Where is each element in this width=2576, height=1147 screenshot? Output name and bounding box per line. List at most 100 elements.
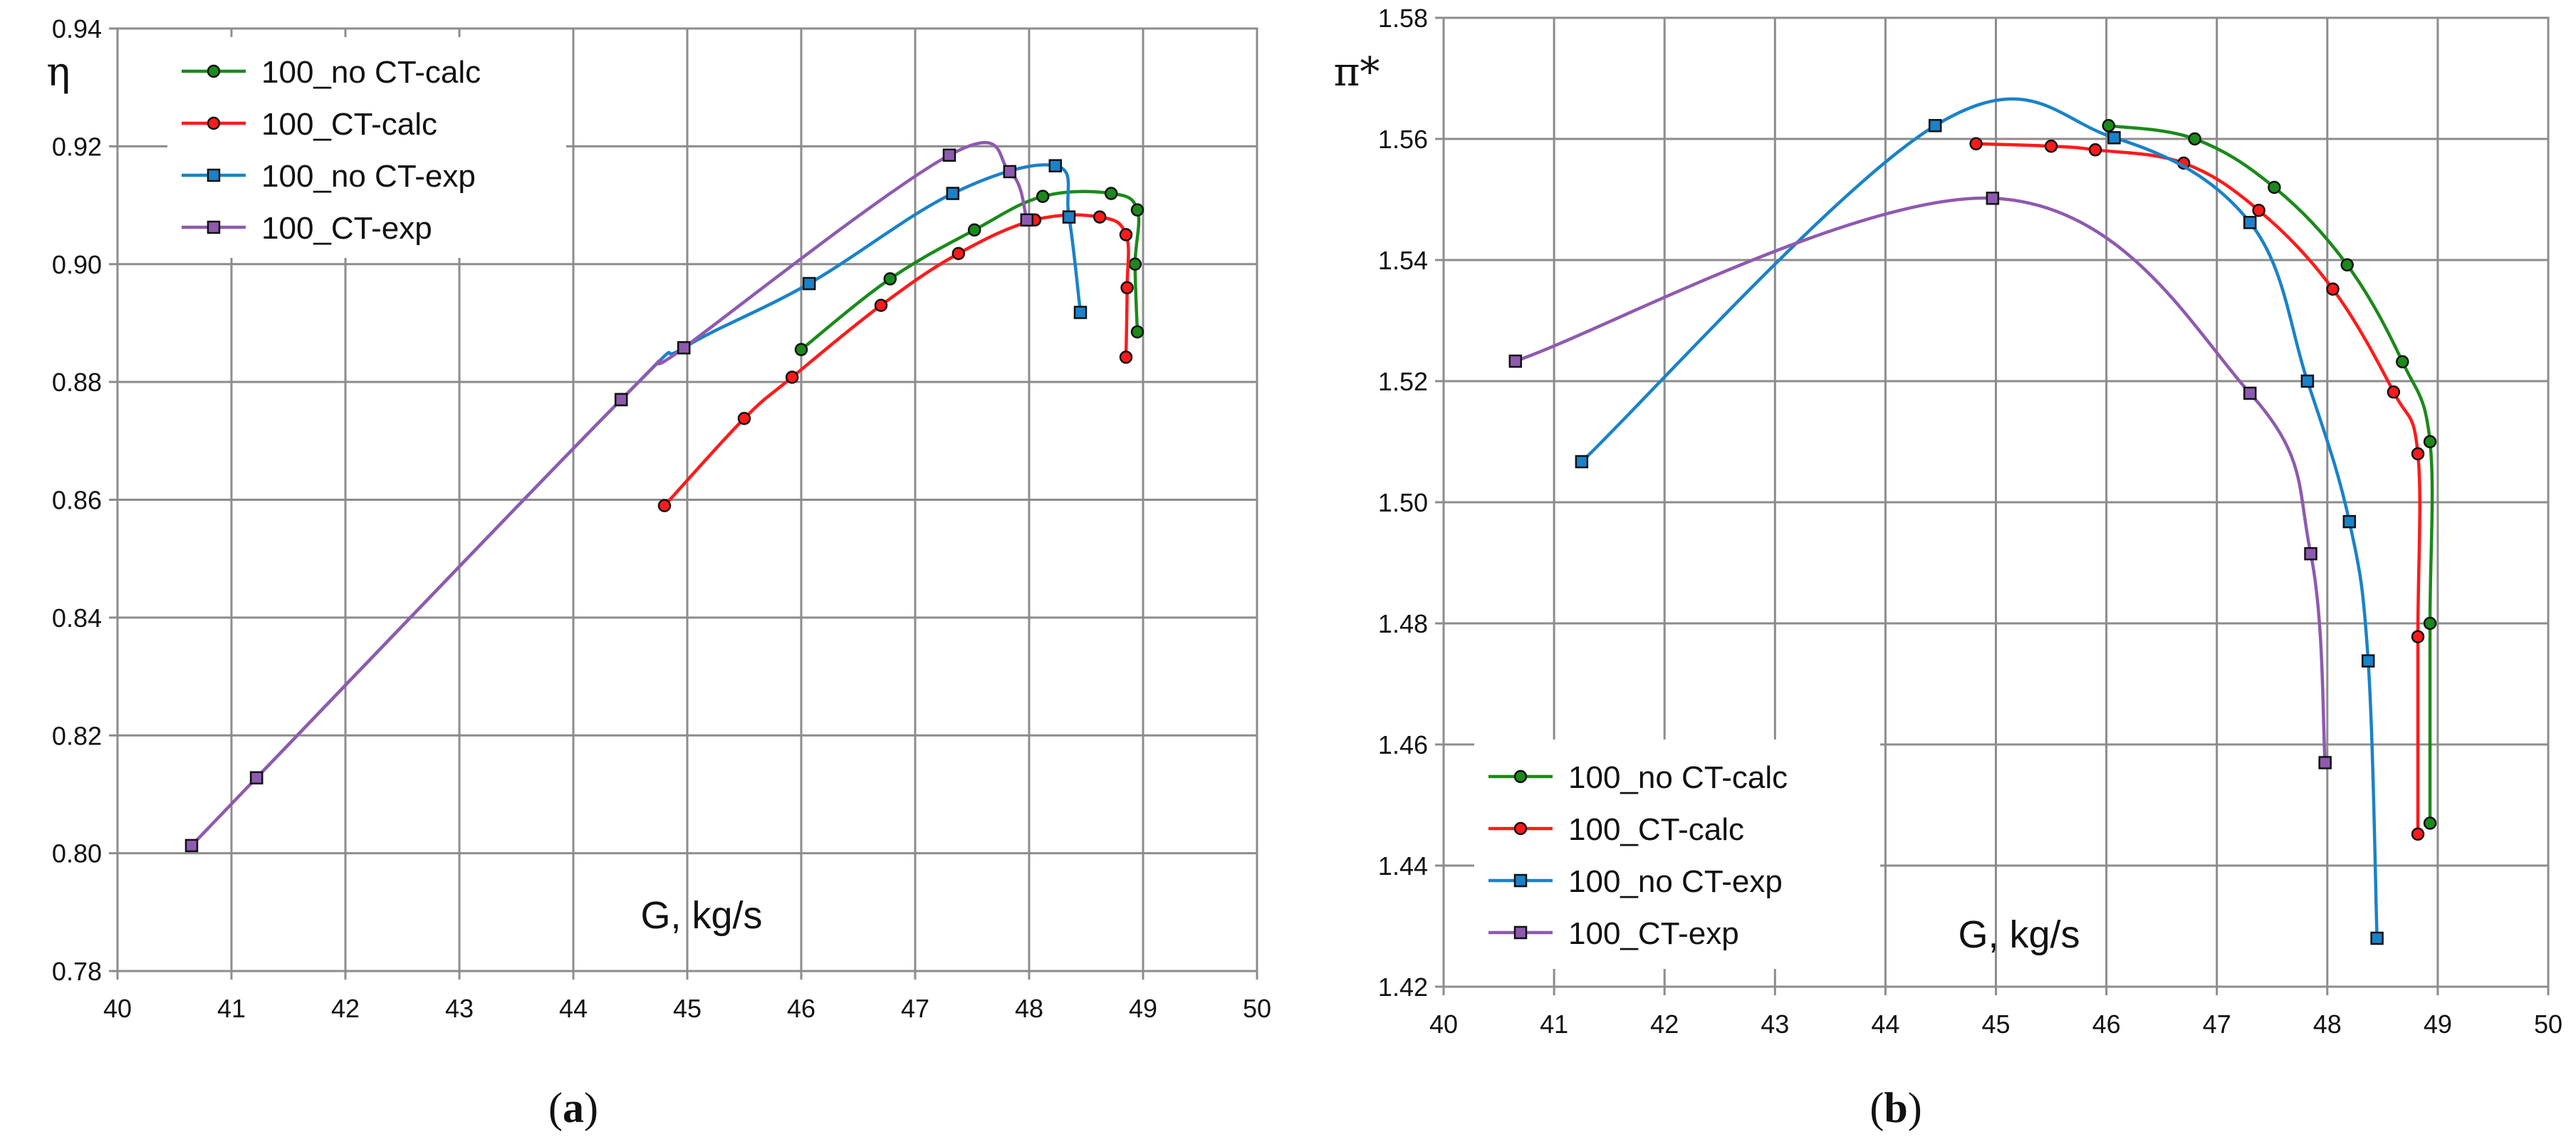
- data-point: [942, 148, 956, 162]
- x-axis: 40 41 42 43 44 45 46 47 48 49 50: [1429, 987, 2562, 1039]
- caption-letter: a: [563, 1084, 584, 1131]
- y-tick-label: 1.50: [1378, 488, 1428, 517]
- data-point: [1062, 210, 1076, 224]
- data-point: [2396, 355, 2409, 369]
- data-point: [883, 272, 897, 286]
- data-point: [2387, 385, 2401, 399]
- legend-item-100-ct-calc: 100_CT-calc: [182, 107, 437, 142]
- legend: 100_no CT-calc 100_CT-calc 100_no CT-exp 10…: [1474, 739, 1880, 969]
- chart-panel-a: 40 41 42 43 44 45 46 47 48 49 500.780.800.820.840.…: [46, 14, 1271, 1131]
- chart-panel-b: 40 41 42 43 44 45 46 47 48 49 501.421.441.461.481.…: [1334, 4, 2562, 1131]
- legend-item-100-no-ct-exp: 100_no CT-exp: [1488, 864, 1783, 899]
- y-tick-label: 1.46: [1378, 730, 1428, 759]
- data-point: [1120, 281, 1134, 295]
- y-tick-label: 0.94: [52, 14, 102, 43]
- series-line: [663, 213, 1130, 507]
- legend-swatch-marker: [1513, 873, 1528, 888]
- legend-item-100-ct-exp: 100_CT-exp: [182, 211, 432, 246]
- y-tick-label: 1.52: [1378, 367, 1428, 396]
- data-point: [2304, 547, 2317, 561]
- y-tick-label: 1.58: [1378, 4, 1428, 33]
- panel-caption: (b): [1870, 1084, 1921, 1131]
- x-tick-label: 41: [1540, 1010, 1568, 1039]
- series-100-no-ct-exp: [1575, 97, 2384, 945]
- data-point: [1093, 210, 1107, 224]
- data-point: [2342, 514, 2357, 529]
- caption-open-paren: (: [1870, 1084, 1884, 1131]
- series-100-ct-calc: [657, 210, 1134, 513]
- data-point: [2340, 258, 2354, 272]
- y-tick-label: 0.88: [52, 368, 102, 397]
- series-100-ct-exp: [1508, 192, 2332, 769]
- data-point: [794, 343, 808, 356]
- y-axis-label: π*: [1334, 49, 1380, 95]
- data-point: [2423, 816, 2437, 830]
- data-point: [2044, 139, 2058, 153]
- data-point: [2243, 216, 2257, 229]
- legend-label: 100_CT-exp: [261, 211, 432, 246]
- x-tick-label: 48: [2313, 1010, 2342, 1039]
- data-point: [2102, 119, 2115, 133]
- y-tick-label: 0.78: [52, 957, 102, 986]
- legend-swatch-marker: [1513, 821, 1528, 836]
- data-point: [1119, 351, 1133, 364]
- y-axis-label: η: [46, 49, 71, 95]
- data-point: [2268, 180, 2281, 194]
- y-tick-label: 0.80: [52, 839, 102, 868]
- caption-close-paren: ): [1908, 1084, 1922, 1131]
- data-point: [946, 187, 960, 200]
- legend-item-100-no-ct-calc: 100_no CT-calc: [182, 55, 481, 90]
- data-point: [2423, 616, 2437, 630]
- series-line: [1580, 97, 2379, 939]
- legend-label: 100_no CT-calc: [261, 55, 481, 90]
- series-line: [1515, 196, 2327, 763]
- data-point: [1128, 257, 1142, 271]
- series-line: [2108, 124, 2434, 824]
- y-tick-label: 0.82: [52, 721, 102, 750]
- x-tick-label: 49: [1129, 994, 1157, 1023]
- data-point: [874, 299, 888, 312]
- x-tick-label: 45: [673, 994, 702, 1023]
- data-point: [1104, 187, 1118, 200]
- data-point: [2370, 931, 2384, 945]
- data-point: [1073, 306, 1088, 319]
- data-point: [1575, 455, 1589, 469]
- caption-open-paren: (: [548, 1084, 563, 1131]
- data-point: [785, 370, 799, 384]
- legend-label: 100_no CT-calc: [1568, 760, 1788, 795]
- series-100-no-ct-calc: [2102, 119, 2437, 830]
- x-tick-label: 42: [331, 994, 360, 1023]
- y-tick-label: 1.48: [1378, 609, 1428, 638]
- y-tick-label: 0.86: [52, 486, 102, 515]
- data-point: [967, 223, 981, 237]
- legend-label: 100_CT-calc: [1568, 812, 1744, 847]
- data-point: [2088, 143, 2102, 157]
- x-axis-label: G, kg/s: [640, 894, 762, 937]
- data-point: [1130, 325, 1144, 339]
- data-point: [1130, 203, 1144, 217]
- x-tick-label: 44: [1871, 1010, 1899, 1039]
- caption-letter: b: [1884, 1084, 1907, 1131]
- data-point: [614, 393, 628, 407]
- y-tick-label: 1.42: [1378, 972, 1428, 1002]
- data-point: [2318, 756, 2332, 769]
- x-tick-label: 47: [901, 994, 929, 1023]
- x-tick-label: 44: [559, 994, 588, 1023]
- data-point: [1986, 192, 2000, 205]
- panel-caption: (a): [548, 1084, 598, 1131]
- x-axis: 40 41 42 43 44 45 46 47 48 49 50: [103, 971, 1271, 1023]
- legend-item-100-ct-calc: 100_CT-calc: [1488, 812, 1744, 847]
- data-point: [737, 412, 751, 425]
- x-tick-label: 46: [2092, 1010, 2121, 1039]
- x-tick-label: 43: [445, 994, 474, 1023]
- x-tick-label: 41: [217, 994, 246, 1023]
- data-point: [2107, 131, 2121, 145]
- data-point: [1508, 354, 1523, 368]
- data-point: [2188, 132, 2201, 146]
- legend-swatch-marker: [207, 64, 221, 78]
- data-point: [1048, 159, 1063, 172]
- legend-item-100-no-ct-exp: 100_no CT-exp: [182, 159, 476, 194]
- data-point: [2252, 204, 2265, 217]
- data-point: [1119, 228, 1133, 242]
